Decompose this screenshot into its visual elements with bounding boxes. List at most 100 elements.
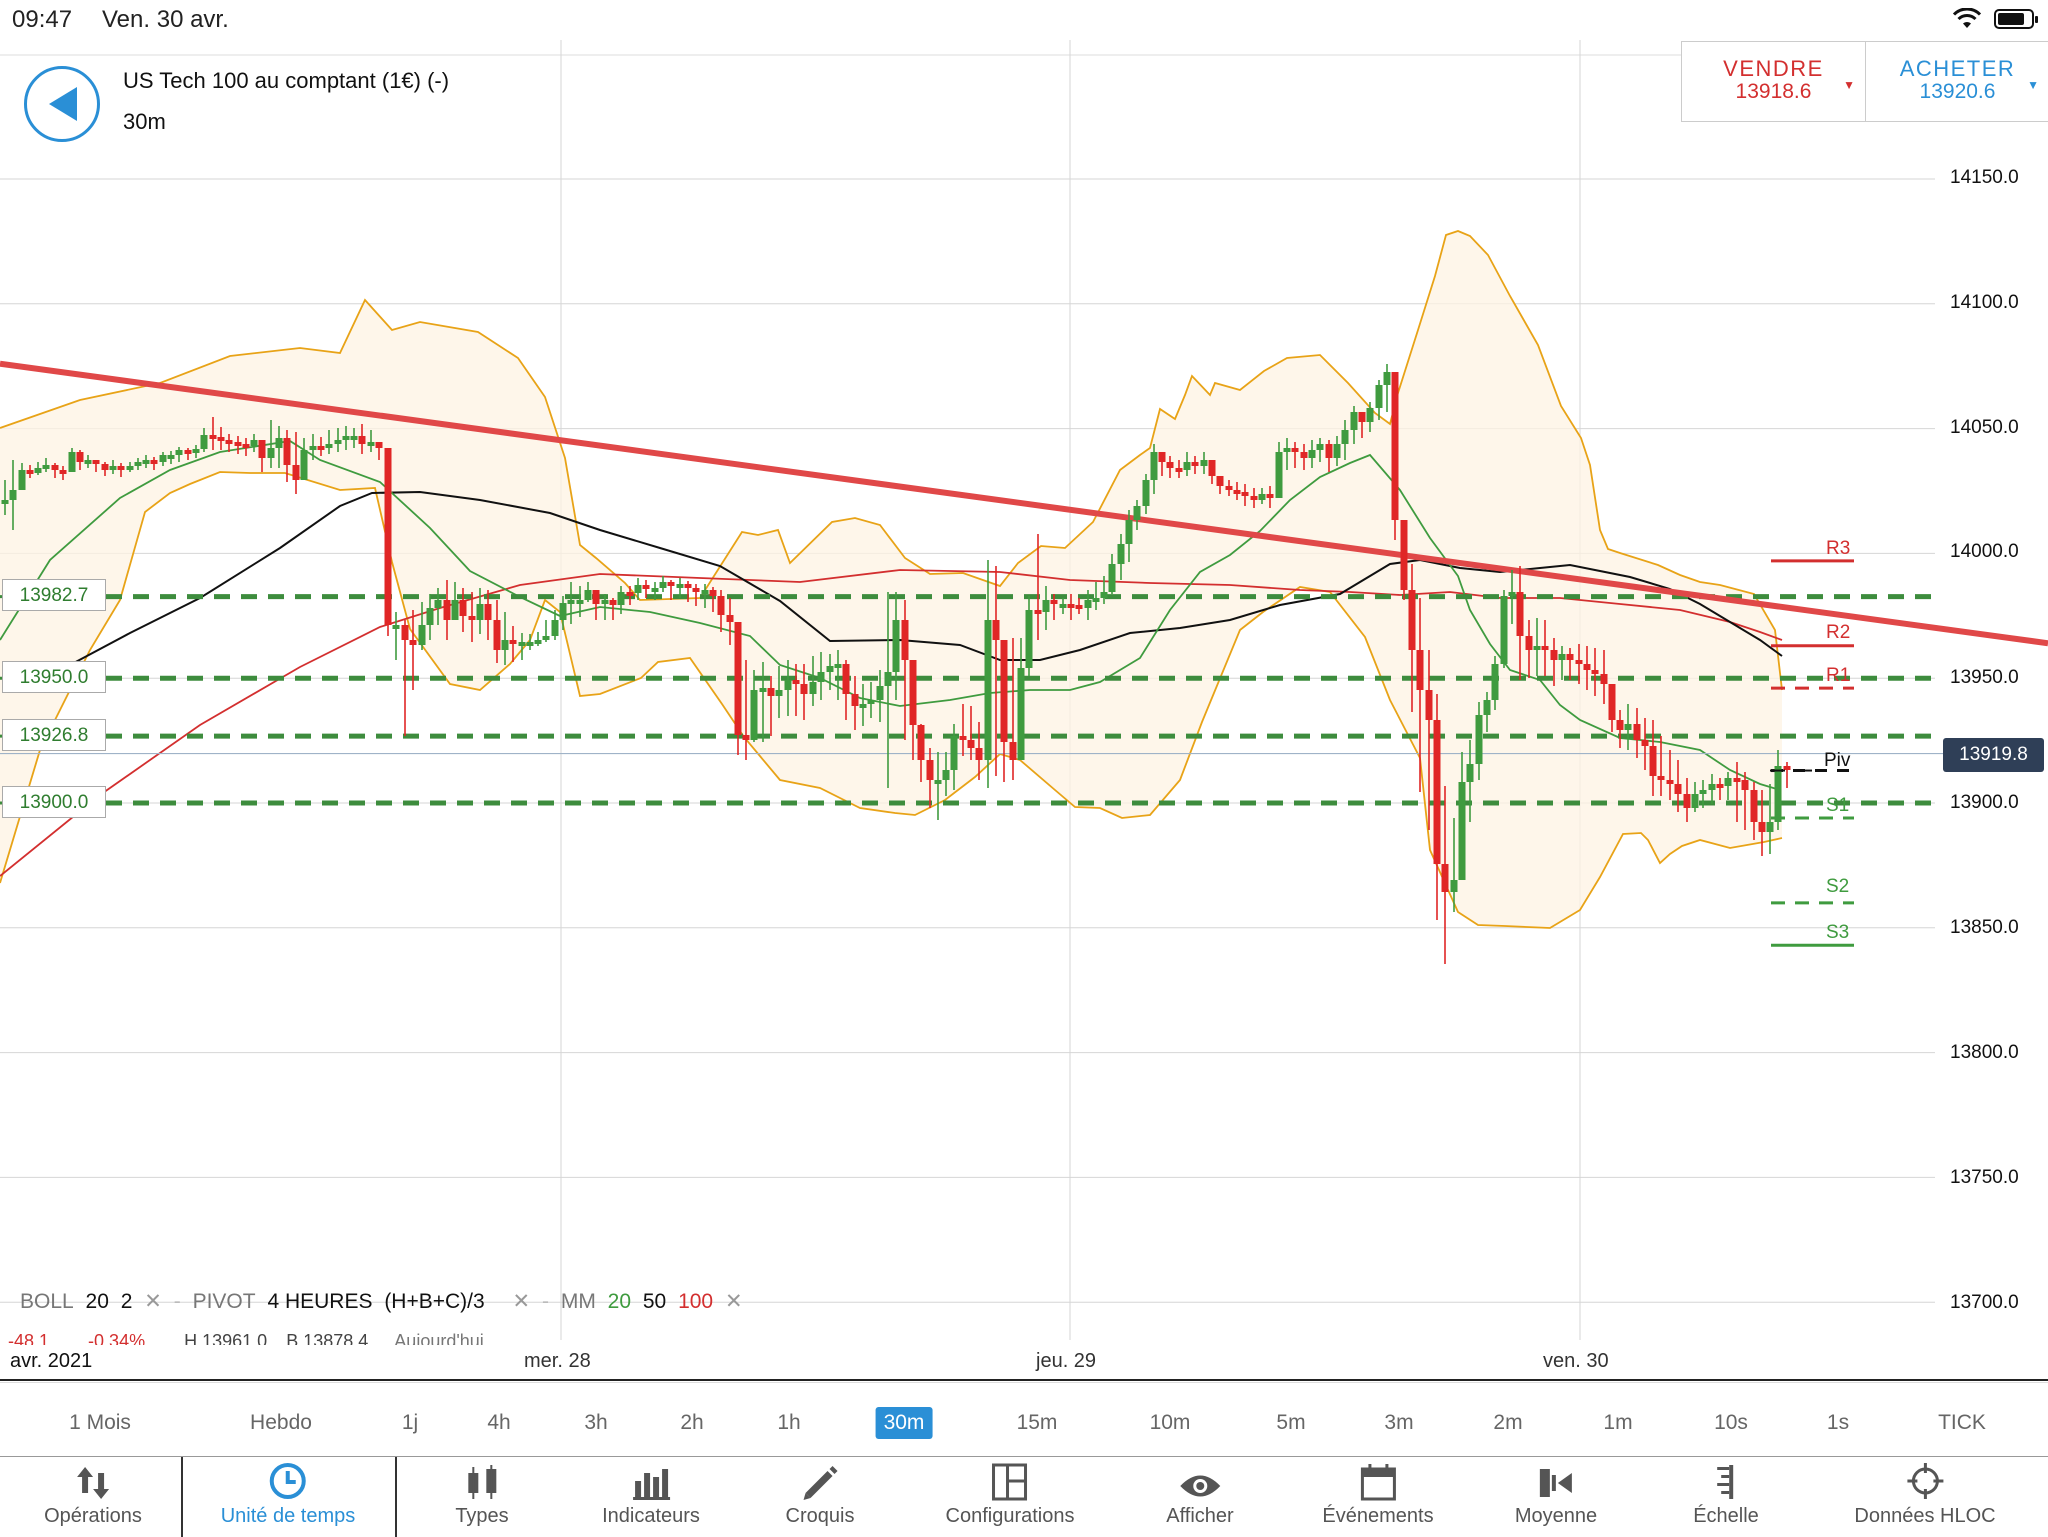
candle-body bbox=[384, 448, 392, 625]
tool-time-unit[interactable]: Unité de temps bbox=[221, 1457, 355, 1537]
candle-body bbox=[859, 704, 867, 708]
back-button[interactable] bbox=[24, 66, 100, 142]
indicator-bar: BOLL 20 2 ✕ - PIVOT 4 HEURES (H+B+C)/3 ✕… bbox=[20, 1290, 743, 1313]
candle-body bbox=[217, 437, 225, 441]
candle-body bbox=[867, 700, 875, 704]
candle-body bbox=[1508, 592, 1516, 596]
candle-body bbox=[1766, 822, 1774, 832]
candle-body bbox=[459, 600, 467, 616]
candle-body bbox=[1733, 778, 1741, 782]
tool-configurations[interactable]: Configurations bbox=[946, 1457, 1074, 1537]
candle-body bbox=[1533, 646, 1541, 650]
status-bar: 09:47 Ven. 30 avr. bbox=[0, 0, 2048, 40]
timeframe-2m[interactable]: 2m bbox=[1493, 1411, 1523, 1434]
timeframe-1j[interactable]: 1j bbox=[401, 1411, 419, 1434]
tool-indicators[interactable]: Indicateurs bbox=[602, 1457, 700, 1537]
sell-button[interactable]: VENDRE 13918.6 ▼ bbox=[1682, 42, 1866, 121]
remove-boll-icon[interactable]: ✕ bbox=[144, 1290, 162, 1313]
candle-body bbox=[567, 600, 575, 604]
candle-body bbox=[1708, 784, 1716, 790]
timeframe-tick[interactable]: TICK bbox=[1938, 1411, 1986, 1434]
candle-body bbox=[409, 640, 417, 645]
pivot-r2-label: R2 bbox=[1826, 622, 1851, 643]
candle-body bbox=[1774, 766, 1782, 822]
timeframe-10m[interactable]: 10m bbox=[1149, 1411, 1191, 1434]
candle-body bbox=[367, 442, 375, 446]
timeframe-1m[interactable]: 1m bbox=[1603, 1411, 1633, 1434]
timeframe-2h[interactable]: 2h bbox=[680, 1411, 704, 1434]
timeframe-hebdo[interactable]: Hebdo bbox=[250, 1411, 312, 1434]
candle-body bbox=[9, 490, 17, 500]
candle-body bbox=[334, 440, 342, 444]
tool-scale[interactable]: Échelle bbox=[1693, 1457, 1759, 1537]
candle-body bbox=[917, 725, 925, 760]
candle-body bbox=[225, 440, 233, 444]
candle-body bbox=[1674, 784, 1682, 794]
level-tag[interactable]: 13926.8 bbox=[2, 719, 106, 751]
candle-body bbox=[1283, 448, 1291, 452]
candle-body bbox=[476, 604, 484, 620]
y-tick-label: 14000.0 bbox=[1950, 541, 2019, 562]
candle-body bbox=[1175, 468, 1183, 472]
tool-operations[interactable]: Opérations bbox=[44, 1457, 142, 1537]
candle-body bbox=[975, 748, 983, 760]
candle-body bbox=[792, 680, 800, 684]
tool-sketches[interactable]: Croquis bbox=[786, 1457, 854, 1537]
candle-body bbox=[1233, 490, 1241, 494]
tool-display[interactable]: Afficher bbox=[1166, 1457, 1234, 1537]
candle-body bbox=[1316, 444, 1324, 450]
candle-body bbox=[1391, 372, 1399, 520]
remove-pivot-icon[interactable]: ✕ bbox=[512, 1290, 531, 1313]
candle-body bbox=[884, 672, 892, 686]
timeframe-15m[interactable]: 15m bbox=[1016, 1411, 1058, 1434]
timeframe-3h[interactable]: 3h bbox=[584, 1411, 608, 1434]
tool-label: Types bbox=[455, 1505, 509, 1527]
candle-body bbox=[418, 625, 426, 645]
timeframe-1h[interactable]: 1h bbox=[777, 1411, 801, 1434]
candle-body bbox=[542, 636, 550, 640]
candle-body bbox=[1, 500, 9, 504]
timeframe-5m[interactable]: 5m bbox=[1276, 1411, 1306, 1434]
tool-average[interactable]: Moyenne bbox=[1515, 1457, 1597, 1537]
candle-body bbox=[967, 740, 975, 748]
candle-body bbox=[92, 460, 100, 464]
tool-events[interactable]: Événements bbox=[1322, 1457, 1434, 1537]
level-tag[interactable]: 13982.7 bbox=[2, 579, 106, 611]
candle-body bbox=[1125, 520, 1133, 544]
candle-body bbox=[676, 584, 684, 588]
timeframe-30m[interactable]: 30m bbox=[875, 1407, 933, 1439]
timeframe-3m[interactable]: 3m bbox=[1384, 1411, 1414, 1434]
timeframe-4h[interactable]: 4h bbox=[487, 1411, 511, 1434]
tool-label: Opérations bbox=[44, 1505, 142, 1527]
y-tick-label: 13700.0 bbox=[1950, 1292, 2019, 1313]
candle-body bbox=[1716, 784, 1724, 788]
pivot-s1-label: S1 bbox=[1826, 795, 1850, 816]
candle-body bbox=[292, 465, 300, 480]
candle-body bbox=[1558, 654, 1566, 660]
ohlc-low: B 13878.4 bbox=[286, 1331, 369, 1345]
tool-types[interactable]: Types bbox=[455, 1457, 509, 1537]
level-tag[interactable]: 13950.0 bbox=[2, 661, 106, 693]
candle-body bbox=[209, 435, 217, 439]
candle-body bbox=[1042, 600, 1050, 612]
candle-body bbox=[392, 625, 400, 629]
bottom-toolbar: Opérations Unité de temps Types Indicate… bbox=[0, 1456, 2048, 1537]
candle-body bbox=[283, 438, 291, 465]
buy-price: 13920.6 bbox=[1919, 80, 1996, 103]
timeframe-1s[interactable]: 1s bbox=[1826, 1411, 1850, 1434]
candle-body bbox=[242, 444, 250, 448]
y-tick-label: 14100.0 bbox=[1950, 292, 2019, 313]
timeframe-1-mois[interactable]: 1 Mois bbox=[69, 1411, 131, 1434]
candle-body bbox=[1183, 462, 1191, 470]
candle-body bbox=[317, 446, 325, 450]
price-chart[interactable] bbox=[0, 0, 2048, 1382]
status-time: 09:47 bbox=[12, 6, 73, 33]
candle-body bbox=[909, 660, 917, 725]
candle-body bbox=[1100, 592, 1108, 598]
level-tag[interactable]: 13900.0 bbox=[2, 786, 106, 818]
tool-hloc-data[interactable]: Données HLOC bbox=[1854, 1457, 1996, 1537]
remove-ma-icon[interactable]: ✕ bbox=[724, 1290, 743, 1313]
candle-body bbox=[375, 442, 383, 448]
buy-button[interactable]: ACHETER 13920.6 ▼ bbox=[1866, 42, 2048, 121]
timeframe-10s[interactable]: 10s bbox=[1714, 1411, 1748, 1434]
